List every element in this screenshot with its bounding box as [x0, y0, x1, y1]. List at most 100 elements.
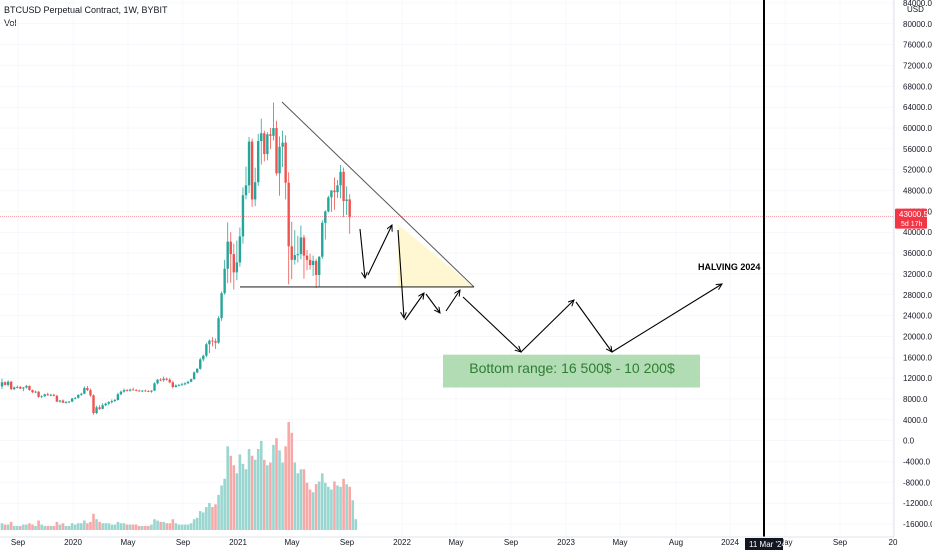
candle-body: [336, 185, 339, 193]
candle-body: [22, 387, 25, 389]
candle-body: [250, 141, 254, 200]
drawings-layer[interactable]: [240, 101, 722, 388]
projection-arrow[interactable]: [367, 225, 392, 276]
candle-body: [241, 195, 245, 237]
volume-bar: [327, 486, 330, 530]
candle: [95, 405, 98, 415]
candle: [92, 394, 95, 415]
projection-arrow[interactable]: [404, 293, 424, 321]
candle: [253, 167, 257, 207]
candle: [229, 232, 232, 283]
projection-arrow[interactable]: [445, 290, 460, 312]
candle: [257, 133, 260, 186]
candle: [205, 342, 208, 358]
candle-body: [186, 381, 190, 384]
volume-bar: [76, 523, 80, 530]
volume-bar: [317, 481, 321, 530]
candle: [214, 338, 217, 349]
candle-body: [275, 128, 278, 174]
candle-body: [284, 142, 287, 183]
candle-body: [214, 341, 217, 343]
volume-bar: [247, 449, 251, 530]
symbol-title[interactable]: BTCUSD Perpetual Contract, 1W, BYBIT: [4, 5, 168, 15]
candle-body: [287, 182, 290, 247]
bottom-range-box[interactable]: [443, 354, 700, 388]
price-axis[interactable]: USD 84000.0 80000.0 76000.0 72000.0 68000.0 6…: [893, 0, 932, 537]
candle-body: [171, 382, 174, 387]
candle-body: [196, 368, 199, 373]
volume-bar: [336, 485, 339, 530]
candle-body: [77, 394, 80, 398]
volume-bar: [180, 524, 184, 530]
candle-body: [348, 199, 351, 217]
projection-arrow[interactable]: [425, 293, 440, 313]
candle-body: [208, 340, 211, 345]
candle-body: [253, 182, 257, 200]
cursor-date-badge: [745, 538, 783, 550]
volume-bar: [122, 523, 126, 530]
volume-bar: [137, 525, 141, 530]
candle: [339, 165, 342, 199]
price-tick-label: -16000.0: [903, 520, 932, 529]
volume-bar: [12, 525, 16, 530]
halving-label[interactable]: HALVING 2024: [698, 262, 760, 272]
candle: [327, 195, 330, 213]
candle-body: [113, 400, 117, 402]
candle: [58, 400, 62, 403]
candle: [314, 258, 318, 288]
candle: [275, 120, 278, 176]
projection-arrow[interactable]: [397, 229, 404, 318]
candle: [290, 221, 293, 280]
volume-bar: [220, 485, 223, 530]
projection-arrow[interactable]: [575, 301, 612, 352]
volume-bar: [110, 524, 114, 530]
candle-body: [217, 318, 220, 343]
volume-bar: [147, 525, 150, 530]
volume-bar: [174, 523, 178, 530]
projection-arrow[interactable]: [520, 300, 574, 353]
volume-bar: [226, 446, 229, 530]
volume-bar: [229, 455, 233, 530]
volume-bar: [205, 507, 208, 530]
candle: [168, 378, 171, 384]
candle: [321, 220, 324, 259]
bottom-range-label[interactable]: Bottom range: 16 500$ - 10 200$: [469, 360, 675, 376]
candle-body: [302, 237, 306, 256]
price-tick-label: 20000.0: [903, 332, 932, 341]
time-tick-label: 2020: [64, 538, 82, 547]
projection-arrow[interactable]: [611, 284, 722, 353]
price-tick-label: 80000.0: [903, 20, 932, 29]
candle-body: [281, 142, 284, 147]
countdown-label: 5d 17h: [901, 221, 923, 228]
time-tick-label: May: [120, 538, 135, 547]
candle: [235, 240, 239, 281]
volume-bar: [25, 524, 28, 530]
triangle-highlight[interactable]: [398, 224, 474, 287]
volume-indicator-label[interactable]: Vol: [4, 18, 17, 28]
volume-bar: [55, 521, 59, 530]
currency-label: USD: [907, 5, 924, 14]
time-axis[interactable]: Sep 2020 May Sep 2021 May Sep 2022 May Sep 2023 May…: [0, 536, 898, 550]
candle-body: [205, 344, 208, 356]
resistance-trendline[interactable]: [281, 101, 475, 288]
volume-bar: [223, 478, 226, 530]
volume-bar: [83, 520, 86, 530]
volume-bar: [31, 524, 34, 530]
candle: [74, 396, 77, 400]
volume-bar: [104, 523, 107, 530]
time-tick-label: 2022: [393, 538, 411, 547]
volume-bar: [311, 492, 315, 530]
candle-body: [83, 388, 86, 394]
candle: [165, 377, 168, 381]
candle-body: [95, 407, 98, 414]
candle: [223, 259, 226, 295]
volume-bar: [28, 523, 31, 530]
candle-body: [299, 237, 303, 255]
projection-arrow[interactable]: [462, 296, 521, 352]
price-tick-label: 72000.0: [903, 62, 932, 71]
projection-arrow[interactable]: [359, 228, 365, 278]
candle-body: [260, 133, 263, 142]
volume-bar: [232, 465, 236, 530]
candle-body: [138, 390, 141, 392]
